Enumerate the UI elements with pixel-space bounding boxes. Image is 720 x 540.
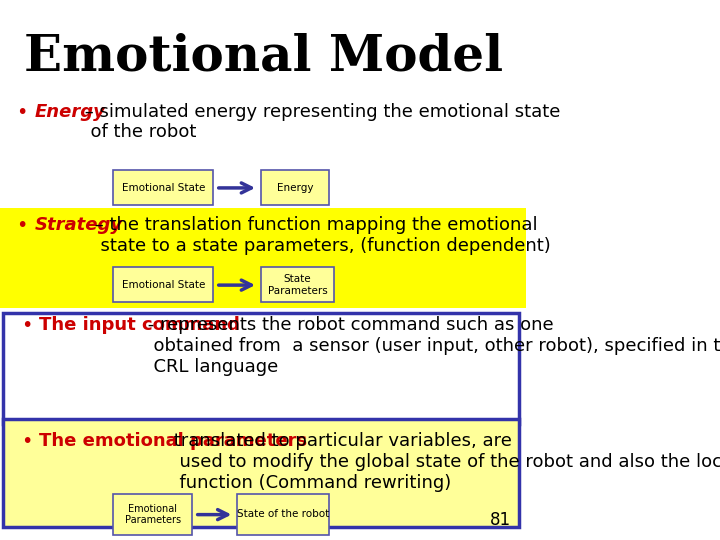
FancyBboxPatch shape [3, 418, 518, 526]
FancyBboxPatch shape [0, 208, 526, 308]
Text: The input command: The input command [40, 316, 240, 334]
FancyBboxPatch shape [261, 170, 329, 205]
FancyBboxPatch shape [237, 494, 329, 535]
Text: – the translation function mapping the emotional
  state to a state parameters, : – the translation function mapping the e… [89, 216, 552, 255]
Text: translated to particular variables, are
  used to modify the global state of the: translated to particular variables, are … [168, 432, 720, 491]
Text: State
Parameters: State Parameters [268, 274, 328, 296]
FancyBboxPatch shape [3, 313, 518, 424]
FancyBboxPatch shape [113, 494, 192, 535]
Text: 81: 81 [490, 511, 510, 529]
Text: Emotional State: Emotional State [122, 280, 205, 290]
Text: State of the robot: State of the robot [237, 509, 329, 519]
Text: •: • [21, 432, 32, 451]
FancyBboxPatch shape [261, 267, 334, 302]
Text: - represents the robot command such as one
  obtained from  a sensor (user input: - represents the robot command such as o… [142, 316, 720, 375]
Text: The emotional parameters: The emotional parameters [40, 432, 307, 450]
Text: •: • [16, 216, 27, 235]
Text: Emotional State: Emotional State [122, 183, 205, 193]
Text: Emotional Model: Emotional Model [24, 32, 503, 82]
Text: – simulated energy representing the emotional state
  of the robot: – simulated energy representing the emot… [79, 103, 560, 141]
Text: Emotional
Parameters: Emotional Parameters [125, 503, 181, 525]
FancyBboxPatch shape [113, 170, 213, 205]
Text: •: • [16, 103, 27, 122]
Text: Energy: Energy [35, 103, 105, 120]
Text: •: • [21, 316, 32, 335]
Text: Strategy: Strategy [35, 216, 122, 234]
Text: Energy: Energy [276, 183, 313, 193]
FancyBboxPatch shape [113, 267, 213, 302]
